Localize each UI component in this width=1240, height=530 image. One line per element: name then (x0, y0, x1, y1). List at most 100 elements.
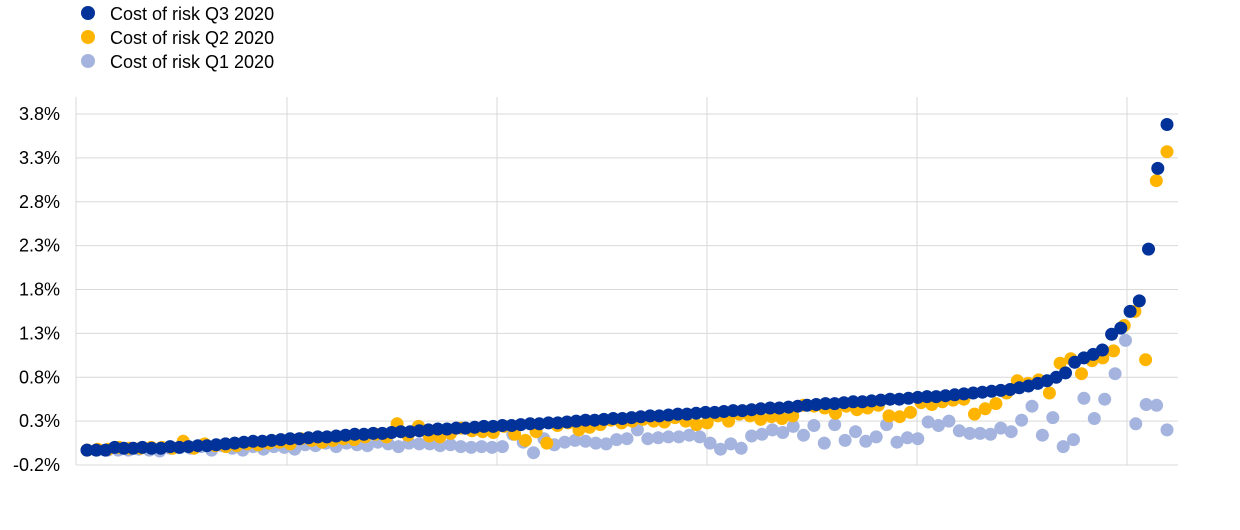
data-point (1139, 353, 1153, 367)
data-point (606, 412, 620, 425)
data-point (978, 402, 992, 416)
data-point (599, 437, 613, 451)
data-point (117, 441, 131, 455)
y-tick-label: 0.3% (19, 411, 60, 431)
data-point (994, 421, 1008, 435)
data-point (634, 410, 648, 424)
data-point (1046, 411, 1060, 425)
data-point (1075, 367, 1088, 381)
data-point (869, 430, 883, 444)
legend-marker-q3 (81, 6, 95, 20)
data-point (672, 430, 686, 444)
data-point (1095, 343, 1109, 357)
y-tick-label: 1.3% (19, 323, 60, 343)
data-point (903, 405, 917, 419)
data-point (932, 419, 945, 432)
data-point (968, 407, 981, 421)
data-point (819, 397, 832, 411)
data-point (1087, 412, 1101, 425)
data-point (191, 439, 205, 453)
data-point (620, 432, 634, 446)
data-point (1077, 391, 1091, 405)
data-point (610, 433, 624, 447)
y-tick-label: 0.8% (19, 367, 60, 387)
data-point (1098, 392, 1112, 406)
data-point (1035, 428, 1049, 442)
data-point (495, 419, 509, 432)
data-point (392, 440, 405, 454)
data-point (444, 438, 457, 452)
data-point (682, 428, 696, 442)
y-tick-label: 1.8% (19, 280, 60, 300)
data-point (1015, 413, 1029, 427)
data-point (1108, 367, 1122, 381)
data-point (394, 425, 408, 439)
data-point (689, 406, 703, 420)
data-point (1067, 433, 1080, 447)
data-point (311, 430, 325, 444)
legend-marker-q1 (81, 54, 95, 68)
data-point (1105, 327, 1119, 341)
y-tick-label: 3.3% (19, 148, 60, 168)
data-point (911, 432, 925, 446)
data-point (671, 407, 685, 421)
y-tick-label: 2.8% (19, 192, 60, 212)
series-q2 (80, 145, 1174, 457)
data-point (589, 436, 603, 450)
legend: Cost of risk Q3 2020 Cost of risk Q2 202… (81, 4, 274, 72)
data-point (900, 431, 914, 445)
data-point (754, 402, 768, 416)
data-point (1025, 399, 1039, 413)
y-tick-label: -0.2% (13, 455, 60, 475)
data-point (641, 432, 655, 446)
legend-item-q3: Cost of risk Q3 2020 (81, 4, 274, 24)
data-point (714, 442, 727, 456)
data-point (145, 441, 159, 455)
data-point (540, 436, 554, 450)
data-point (775, 412, 789, 425)
legend-label-q2: Cost of risk Q2 2020 (110, 28, 274, 48)
data-point (690, 418, 703, 432)
data-point (366, 426, 380, 440)
data-point (1149, 174, 1163, 188)
data-point (464, 440, 478, 454)
data-point (477, 419, 491, 433)
data-point (412, 437, 426, 451)
plot-area (80, 118, 1174, 460)
data-point (431, 422, 445, 436)
data-point (893, 410, 907, 424)
data-point (1151, 161, 1165, 175)
data-point (882, 409, 896, 423)
legend-item-q1: Cost of risk Q1 2020 (81, 52, 274, 72)
data-point (859, 434, 873, 448)
data-point (485, 440, 499, 454)
data-point (475, 440, 489, 454)
data-point (246, 434, 260, 448)
legend-label-q3: Cost of risk Q3 2020 (110, 4, 274, 24)
data-point (495, 440, 509, 454)
data-point (700, 416, 714, 430)
data-point (797, 428, 810, 442)
data-point (838, 433, 852, 447)
data-point (763, 401, 777, 415)
data-point (754, 412, 768, 426)
data-point (80, 443, 94, 457)
data-point (734, 441, 748, 455)
data-point (952, 424, 966, 438)
data-point (786, 419, 800, 433)
legend-item-q2: Cost of risk Q2 2020 (81, 28, 274, 48)
data-point (1150, 398, 1164, 412)
data-point (849, 425, 862, 439)
data-point (1053, 356, 1067, 370)
gridlines (75, 97, 1178, 466)
data-point (454, 440, 468, 454)
data-point (963, 426, 977, 440)
data-point (662, 430, 675, 444)
data-point (883, 392, 897, 406)
data-point (722, 414, 736, 428)
legend-marker-q2 (81, 30, 95, 44)
data-point (1056, 440, 1070, 454)
data-point (542, 416, 555, 430)
data-point (828, 418, 842, 432)
